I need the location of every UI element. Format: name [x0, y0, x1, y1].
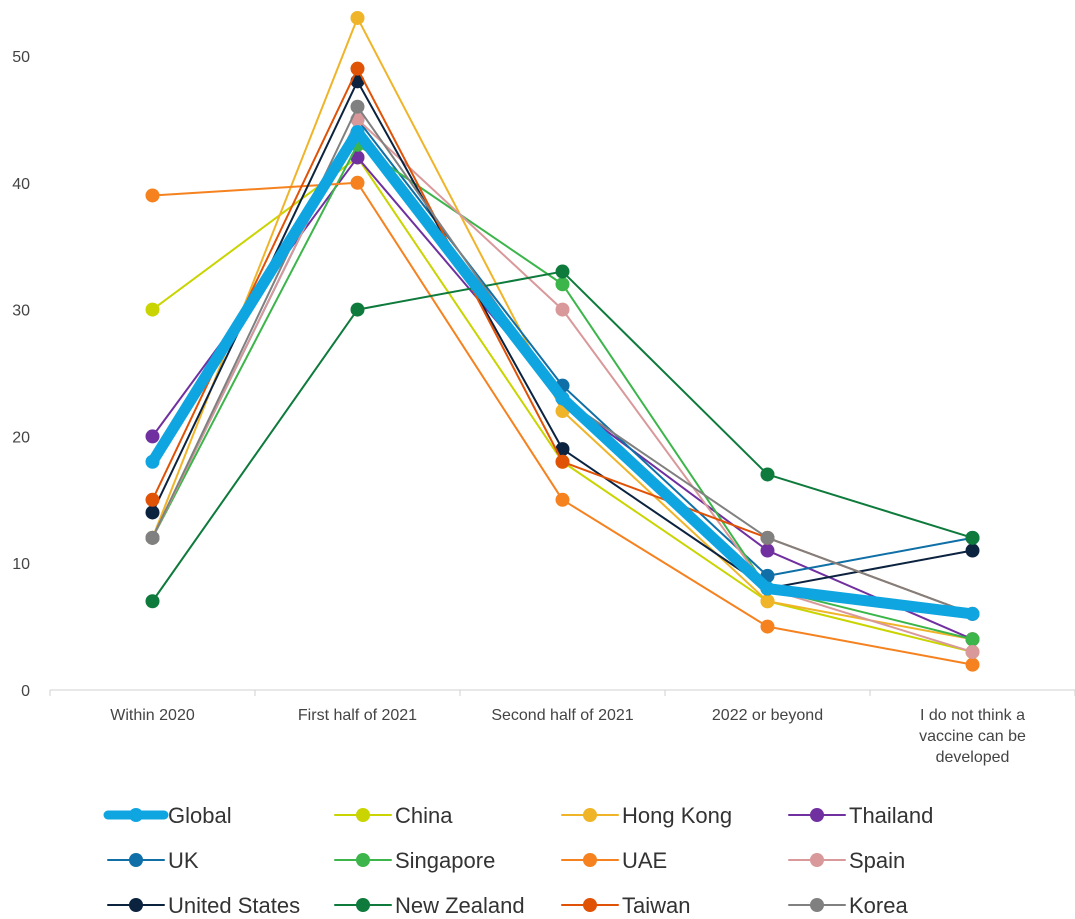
data-point-thailand: [350, 150, 365, 165]
legend-label: Singapore: [395, 848, 495, 873]
data-point-new-zealand: [145, 594, 160, 609]
x-tick-label: Second half of 2021: [491, 707, 633, 724]
legend-label: UK: [168, 848, 199, 873]
series-new-zealand: [145, 264, 980, 609]
data-point-taiwan: [145, 492, 160, 507]
data-point-global: [145, 454, 160, 469]
series-line-global: [147, 126, 978, 620]
legend-item-spain: Spain: [788, 848, 905, 873]
x-tick-label: First half of 2021: [298, 707, 417, 724]
data-point-korea: [350, 99, 365, 114]
series-uk: [145, 112, 980, 583]
data-point-china: [145, 302, 160, 317]
data-point-spain: [555, 302, 570, 317]
data-point-global: [350, 125, 365, 140]
legend-label: Global: [168, 803, 232, 828]
legend-item-uk: UK: [107, 848, 199, 873]
x-tick-label: 2022 or beyond: [712, 707, 823, 724]
data-point-singapore: [555, 277, 570, 292]
y-tick-label: 50: [12, 49, 30, 66]
data-point-korea: [760, 530, 775, 545]
data-point-uae: [760, 619, 775, 634]
legend-label: China: [395, 803, 453, 828]
data-point-global: [760, 581, 775, 596]
series-taiwan: [145, 61, 980, 621]
legend-swatch-marker: [583, 853, 597, 867]
data-point-hong-kong: [760, 594, 775, 609]
data-point-taiwan: [350, 61, 365, 76]
legend-swatch-marker: [129, 808, 143, 822]
legend-item-china: China: [334, 803, 453, 828]
data-point-taiwan: [555, 454, 570, 469]
x-tick-label: Within 2020: [110, 707, 195, 724]
series-korea: [145, 99, 980, 621]
data-point-global: [555, 391, 570, 406]
legend-swatch-marker: [356, 853, 370, 867]
chart-legend: Global China Hong Kong Thailand UK Singapore U…: [103, 803, 933, 918]
legend-label: UAE: [622, 848, 667, 873]
data-point-uae: [965, 657, 980, 672]
data-point-spain: [965, 644, 980, 659]
legend-label: Spain: [849, 848, 905, 873]
legend-label: Thailand: [849, 803, 933, 828]
legend-item-hong-kong: Hong Kong: [561, 803, 732, 828]
data-point-new-zealand: [760, 467, 775, 482]
legend-swatch-marker: [129, 853, 143, 867]
legend-label: New Zealand: [395, 893, 525, 918]
legend-item-korea: Korea: [788, 893, 908, 918]
series-line-korea: [151, 105, 974, 615]
legend-swatch-marker: [356, 808, 370, 822]
legend-item-singapore: Singapore: [334, 848, 495, 873]
data-point-hong-kong: [350, 10, 365, 25]
data-point-united-states: [145, 505, 160, 520]
legend-label: Taiwan: [622, 893, 690, 918]
legend-label: Korea: [849, 893, 908, 918]
data-point-new-zealand: [555, 264, 570, 279]
y-tick-label: 30: [12, 303, 30, 320]
data-point-uae: [350, 175, 365, 190]
legend-label: United States: [168, 893, 300, 918]
series-line-taiwan: [151, 67, 974, 615]
series-hong-kong: [145, 10, 980, 647]
data-point-global: [965, 606, 980, 621]
y-tick-label: 40: [12, 176, 30, 193]
y-tick-label: 20: [12, 429, 30, 446]
legend-item-uae: UAE: [561, 848, 667, 873]
legend-item-united-states: United States: [107, 893, 300, 918]
data-point-uae: [555, 492, 570, 507]
series-global: [145, 125, 980, 621]
legend-item-global: Global: [103, 803, 232, 828]
series-uae: [145, 175, 980, 672]
legend-swatch-marker: [583, 808, 597, 822]
legend-swatch-marker: [810, 808, 824, 822]
legend-item-new-zealand: New Zealand: [334, 893, 525, 918]
data-point-new-zealand: [965, 530, 980, 545]
x-tick-label: I do not think a vaccine can be developed: [919, 707, 1026, 766]
data-point-united-states: [555, 442, 570, 457]
data-point-korea: [145, 530, 160, 545]
series-line-new-zealand: [151, 270, 974, 603]
legend-swatch-marker: [583, 898, 597, 912]
legend-label: Hong Kong: [622, 803, 732, 828]
legend-item-thailand: Thailand: [788, 803, 933, 828]
data-point-thailand: [145, 429, 160, 444]
legend-swatch-marker: [129, 898, 143, 912]
data-point-thailand: [760, 543, 775, 558]
series-layer: [145, 10, 980, 672]
data-point-united-states: [965, 543, 980, 558]
data-point-new-zealand: [350, 302, 365, 317]
series-line-united-states: [151, 80, 974, 590]
legend-swatch-marker: [810, 898, 824, 912]
data-point-singapore: [965, 632, 980, 647]
legend-swatch-marker: [356, 898, 370, 912]
legend-swatch-marker: [810, 853, 824, 867]
y-tick-label: 10: [12, 556, 30, 573]
series-united-states: [145, 74, 980, 596]
series-line-hong-kong: [151, 16, 974, 641]
legend-item-taiwan: Taiwan: [561, 893, 690, 918]
y-tick-label: 0: [21, 683, 30, 700]
chart-axes: 0 10 20 30 40 50 Within 2020 First half of 2021…: [12, 49, 1075, 766]
data-point-uae: [145, 188, 160, 203]
